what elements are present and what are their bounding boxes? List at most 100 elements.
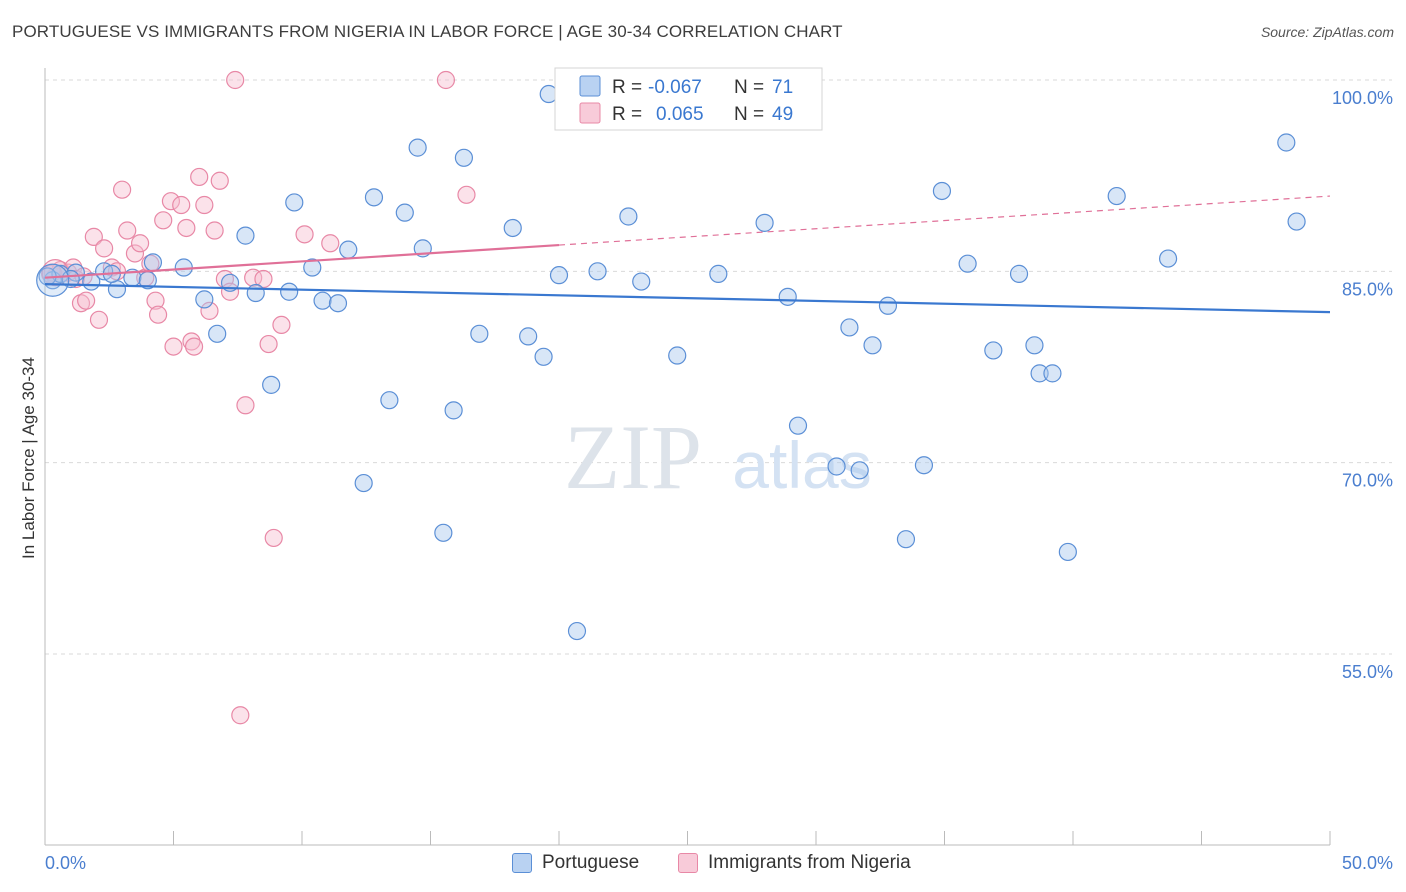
portuguese-point-53 xyxy=(878,296,898,315)
nigeria-point-35 xyxy=(226,70,245,90)
portuguese-point-38 xyxy=(588,262,607,281)
portuguese-point-66 xyxy=(1277,133,1296,152)
portuguese-point-61 xyxy=(1030,364,1049,383)
nigeria-point-23 xyxy=(164,337,183,356)
trend-lines xyxy=(44,195,1331,314)
nigeria-point-16 xyxy=(130,234,150,253)
nigeria-point-40 xyxy=(259,334,278,354)
x-tick-label-1: 50.0% xyxy=(1342,853,1393,873)
legend-n-label-portuguese: N = xyxy=(734,77,764,98)
portuguese-points xyxy=(36,69,1306,641)
legend-r-value-portuguese: -0.067 xyxy=(648,77,702,98)
legend-r-label-nigeria: R = xyxy=(612,104,642,125)
portuguese-point-54 xyxy=(896,530,916,549)
nigeria-point-36 xyxy=(231,706,250,725)
legend-swatch-nigeria xyxy=(579,102,601,124)
portuguese-point-29 xyxy=(444,401,463,420)
nigeria-point-44 xyxy=(321,234,340,253)
portuguese-cluster-point xyxy=(36,263,70,297)
portuguese-point-59 xyxy=(1009,264,1029,283)
portuguese-point-60 xyxy=(1025,336,1044,355)
nigeria-trend-line xyxy=(44,243,560,279)
portuguese-point-31 xyxy=(470,324,489,343)
portuguese-point-65 xyxy=(1158,249,1178,268)
portuguese-point-36 xyxy=(549,266,569,285)
nigeria-point-12 xyxy=(107,262,127,281)
nigeria-point-42 xyxy=(272,315,291,335)
portuguese-point-49 xyxy=(827,457,846,476)
portuguese-point-56 xyxy=(932,181,952,201)
portuguese-point-8 xyxy=(143,253,163,272)
legend-r-label-portuguese: R = xyxy=(612,77,642,98)
legend-n-value-portuguese: 71 xyxy=(772,77,793,98)
portuguese-point-57 xyxy=(958,254,977,273)
portuguese-point-20 xyxy=(328,294,348,313)
chart-title: PORTUGUESE VS IMMIGRANTS FROM NIGERIA IN… xyxy=(12,22,843,41)
portuguese-point-13 xyxy=(236,226,255,245)
bottom-legend-label-nigeria: Immigrants from Nigeria xyxy=(708,852,911,873)
nigeria-point-15 xyxy=(125,244,145,263)
nigeria-point-22 xyxy=(161,192,181,211)
portuguese-point-28 xyxy=(434,523,453,542)
y-axis-label: In Labor Force | Age 30-34 xyxy=(19,357,38,559)
portuguese-point-22 xyxy=(354,473,373,493)
nigeria-point-46 xyxy=(457,185,476,204)
bottom-legend: Portuguese Immigrants from Nigeria xyxy=(0,852,1406,876)
portuguese-point-26 xyxy=(408,138,427,157)
portuguese-point-14 xyxy=(246,283,265,303)
bottom-legend-nigeria: Immigrants from Nigeria xyxy=(678,852,911,874)
bottom-legend-swatch-nigeria xyxy=(678,853,698,873)
nigeria-point-7 xyxy=(77,291,96,310)
y-tick-label-2: 70.0% xyxy=(1342,471,1393,491)
y-tick-labels: 100.0% 85.0% 70.0% 55.0% xyxy=(1332,88,1393,682)
portuguese-point-37 xyxy=(567,621,587,641)
portuguese-point-51 xyxy=(850,461,869,480)
grid-lines xyxy=(45,79,1392,655)
watermark-atlas: atlas xyxy=(732,428,871,502)
nigeria-point-31 xyxy=(205,221,224,240)
portuguese-point-62 xyxy=(1043,364,1062,383)
portuguese-point-32 xyxy=(503,218,522,238)
portuguese-point-11 xyxy=(208,324,227,343)
bottom-legend-swatch-portuguese xyxy=(512,853,532,873)
watermark: ZIP atlas xyxy=(564,406,872,508)
nigeria-trend-line-extension xyxy=(558,195,1331,246)
portuguese-point-47 xyxy=(788,416,808,435)
nigeria-point-21 xyxy=(154,211,173,230)
nigeria-point-9 xyxy=(89,310,109,329)
nigeria-point-8 xyxy=(84,227,103,246)
portuguese-point-46 xyxy=(778,287,797,306)
x-tick-label-0: 0.0% xyxy=(45,853,86,873)
portuguese-point-21 xyxy=(339,240,358,259)
nigeria-point-24 xyxy=(172,195,191,215)
portuguese-point-25 xyxy=(395,203,414,222)
nigeria-point-32 xyxy=(210,171,229,190)
nigeria-point-29 xyxy=(195,195,214,215)
portuguese-point-50 xyxy=(840,318,859,337)
nigeria-point-28 xyxy=(190,167,209,187)
nigeria-point-10 xyxy=(95,239,114,258)
portuguese-point-18 xyxy=(303,258,322,277)
portuguese-point-23 xyxy=(364,188,384,207)
y-tick-label-1: 85.0% xyxy=(1342,279,1393,299)
portuguese-point-45 xyxy=(755,213,774,232)
bottom-legend-portuguese: Portuguese xyxy=(512,852,639,874)
portuguese-point-67 xyxy=(1287,212,1306,231)
x-tick-labels: 0.0% 50.0% xyxy=(45,853,1393,873)
legend-n-value-nigeria: 49 xyxy=(772,104,793,125)
nigeria-point-37 xyxy=(236,396,255,415)
nigeria-point-19 xyxy=(146,291,165,310)
nigeria-point-25 xyxy=(177,218,196,238)
watermark-zip: ZIP xyxy=(564,406,702,508)
portuguese-point-30 xyxy=(454,148,474,167)
portuguese-point-24 xyxy=(380,391,399,410)
nigeria-point-6 xyxy=(71,294,91,313)
stats-legend: R = -0.067 N = 71 R = 0.065 N = 49 xyxy=(554,67,823,131)
portuguese-point-52 xyxy=(863,336,882,355)
portuguese-point-55 xyxy=(914,456,934,475)
portuguese-point-43 xyxy=(709,264,728,283)
bottom-legend-label-portuguese: Portuguese xyxy=(542,852,640,873)
portuguese-point-19 xyxy=(313,291,332,310)
portuguese-point-63 xyxy=(1058,542,1077,562)
